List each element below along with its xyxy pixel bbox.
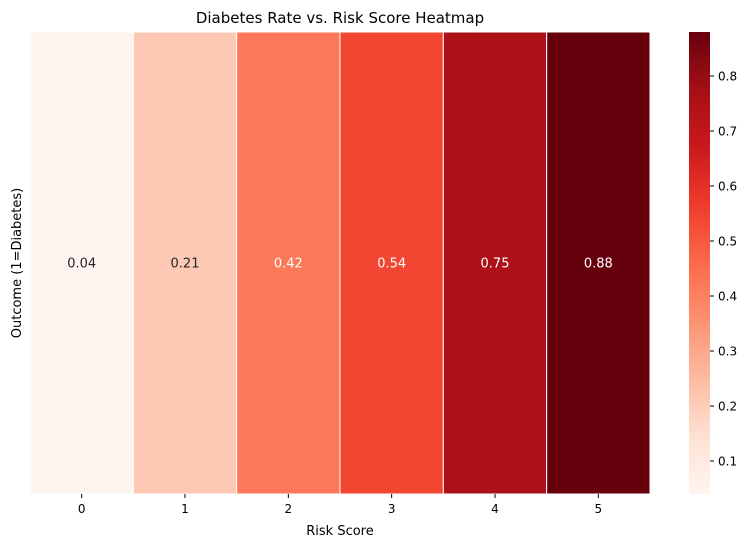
cell-value-label: 0.42 <box>274 257 303 272</box>
chart-title: Diabetes Rate vs. Risk Score Heatmap <box>196 9 484 27</box>
x-axis-label: Risk Score <box>306 524 374 539</box>
x-tick-label: 1 <box>181 502 189 516</box>
cell-value-label: 0.75 <box>481 257 510 272</box>
x-tick-label: 5 <box>595 502 603 516</box>
cell-value-label: 0.54 <box>377 257 406 272</box>
x-tick-label: 0 <box>78 502 86 516</box>
colorbar-tick-label: 0.5 <box>718 235 737 249</box>
colorbar-tick-label: 0.8 <box>718 70 737 84</box>
x-tick-label: 2 <box>285 502 293 516</box>
x-tick-label: 3 <box>388 502 396 516</box>
y-axis-label: Outcome (1=Diabetes) <box>10 188 25 338</box>
colorbar-tick-label: 0.2 <box>718 400 737 414</box>
colorbar-tick-label: 0.1 <box>718 455 737 469</box>
colorbar-tick-label: 0.3 <box>718 345 737 359</box>
cell-value-label: 0.21 <box>171 257 200 272</box>
heatmap-cell <box>442 31 548 495</box>
heatmap-cell <box>546 31 651 495</box>
colorbar-ticks: 0.1 0.2 0.3 0.4 0.5 0.6 0.7 0.8 <box>710 70 737 469</box>
heatmap-cell <box>339 31 444 495</box>
colorbar-tick-label: 0.4 <box>718 290 737 304</box>
heatmap-cells: 0.04 0.21 0.42 0.54 0.75 0.88 <box>29 31 651 495</box>
x-tick-label: 4 <box>491 502 499 516</box>
colorbar <box>689 32 710 494</box>
colorbar-tick-label: 0.7 <box>718 125 737 139</box>
heatmap-cell <box>236 31 341 495</box>
colorbar-tick-label: 0.6 <box>718 180 737 194</box>
heatmap-cell <box>132 31 238 495</box>
cell-value-label: 0.04 <box>67 257 96 272</box>
x-axis-ticks: 0 1 2 3 4 5 <box>78 494 602 516</box>
cell-value-label: 0.88 <box>584 257 613 272</box>
heatmap-cell <box>29 31 134 495</box>
